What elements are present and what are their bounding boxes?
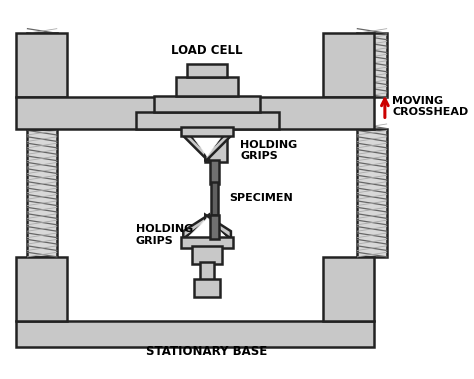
Polygon shape [205,215,231,238]
Text: LOAD CELL: LOAD CELL [171,44,243,57]
Bar [182,237,233,248]
Bar [192,246,222,264]
Text: HOLDING
GRIPS: HOLDING GRIPS [240,140,297,161]
Bar [27,33,57,97]
Text: HOLDING
GRIPS: HOLDING GRIPS [136,224,193,246]
Bar [17,33,67,97]
Bar [17,257,67,321]
Bar [200,262,214,281]
Bar [154,96,260,112]
Polygon shape [183,215,209,238]
Bar [17,97,374,128]
Bar [17,321,374,347]
Bar [357,33,387,97]
Bar [210,160,219,183]
Bar [211,182,218,215]
Bar [187,64,227,77]
Polygon shape [187,218,227,238]
Bar [27,128,57,257]
Bar [182,127,233,136]
Bar [323,33,374,97]
Bar [357,128,387,257]
Bar [194,279,220,297]
Text: STATIONARY BASE: STATIONARY BASE [146,345,268,358]
Bar [210,215,219,238]
Bar [136,112,279,128]
Polygon shape [205,128,231,161]
Text: MOVING
CROSSHEAD: MOVING CROSSHEAD [392,96,468,117]
Text: SPECIMEN: SPECIMEN [229,193,293,203]
Bar [176,77,238,96]
Bar [205,128,227,161]
Polygon shape [187,128,227,156]
Polygon shape [183,128,209,161]
Bar [323,257,374,321]
